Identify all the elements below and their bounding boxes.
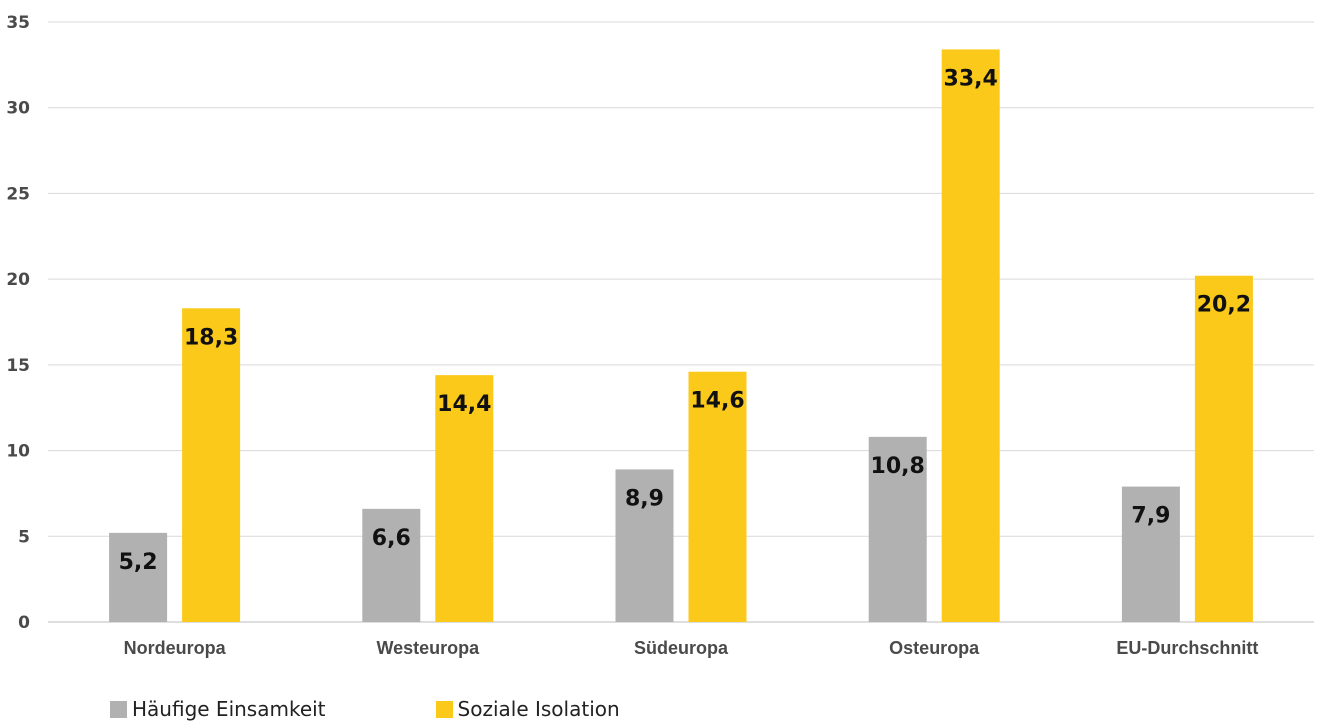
data-label: 10,8 <box>871 454 925 479</box>
legend-swatch-yellow <box>435 700 453 718</box>
bar <box>182 308 241 622</box>
y-tick-label: 30 <box>6 99 30 119</box>
y-tick-label: 25 <box>6 184 30 204</box>
y-tick-label: 35 <box>6 13 30 33</box>
bar <box>1194 275 1253 622</box>
legend-item-soziale-isolation: Soziale Isolation <box>435 697 620 721</box>
legend-item-haeufige-einsamkeit: Häufige Einsamkeit <box>110 697 326 721</box>
y-tick-label: 20 <box>6 270 30 290</box>
legend: Häufige Einsamkeit Soziale Isolation <box>110 697 620 721</box>
x-tick-label: EU-Durchschnitt <box>1116 638 1258 658</box>
bar <box>615 469 674 622</box>
bar <box>941 49 1000 622</box>
legend-label: Häufige Einsamkeit <box>132 697 326 721</box>
data-label: 18,3 <box>184 325 238 350</box>
x-tick-label: Osteuropa <box>889 638 980 658</box>
bar-chart: 0 5 10 15 20 25 30 35 5,2 18,3 Nordeuropa 6,6 14,4 We… <box>6 13 1314 658</box>
y-tick-label: 15 <box>6 356 30 376</box>
data-label: 14,4 <box>437 392 491 417</box>
y-tick-label: 0 <box>18 613 30 633</box>
data-label: 14,6 <box>690 389 744 414</box>
bar <box>1121 486 1180 622</box>
bar <box>868 436 927 622</box>
data-label: 7,9 <box>1131 504 1170 529</box>
data-label: 33,4 <box>944 66 998 91</box>
data-label: 20,2 <box>1197 293 1251 318</box>
data-label: 5,2 <box>119 550 158 575</box>
legend-label: Soziale Isolation <box>457 697 620 721</box>
y-tick-label: 5 <box>18 527 30 547</box>
data-label: 8,9 <box>625 486 664 511</box>
x-tick-label: Nordeuropa <box>124 638 227 658</box>
x-tick-label: Südeuropa <box>634 638 729 658</box>
data-label: 6,6 <box>372 526 411 551</box>
bar <box>362 508 421 622</box>
bar <box>435 375 494 622</box>
bar <box>109 532 168 622</box>
legend-swatch-gray <box>110 700 127 718</box>
x-tick-label: Westeuropa <box>376 638 480 658</box>
bar <box>688 371 747 622</box>
y-tick-label: 10 <box>6 442 30 462</box>
